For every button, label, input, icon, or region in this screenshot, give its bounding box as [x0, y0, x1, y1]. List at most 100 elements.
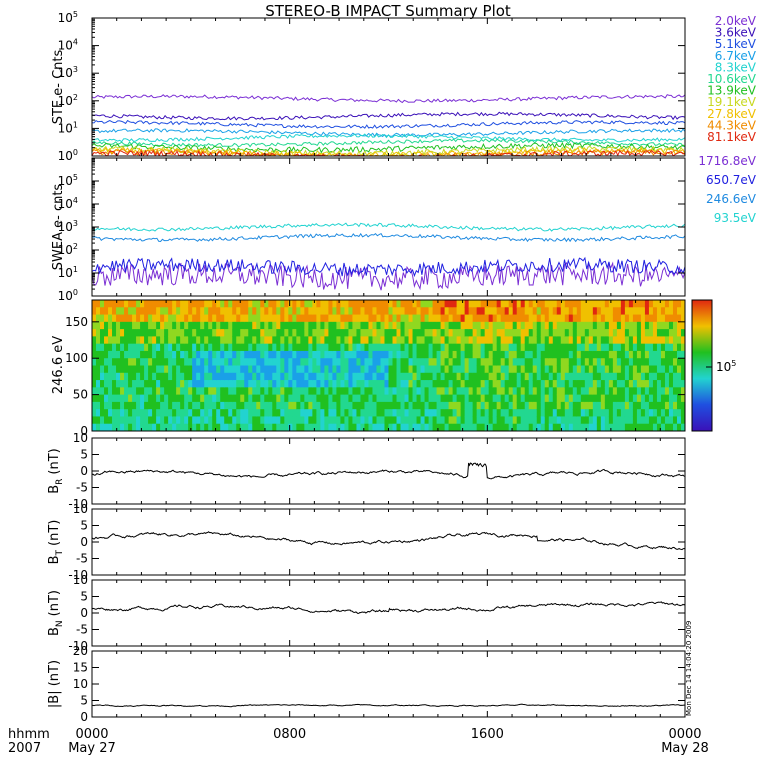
pad-heatmap-cell	[324, 358, 329, 367]
pad-heatmap-cell	[320, 401, 325, 410]
pad-heatmap-cell	[136, 365, 141, 374]
pad-heatmap-cell	[632, 350, 638, 359]
pad-heatmap-cell	[628, 358, 634, 367]
pad-heatmap-cell	[440, 314, 446, 323]
pad-heatmap-cell	[208, 358, 213, 367]
pad-heatmap-cell	[612, 372, 618, 381]
pad-heatmap-cell	[460, 307, 466, 316]
pad-heatmap-cell	[304, 300, 309, 308]
pad-heatmap-cell	[204, 321, 209, 330]
pad-heatmap-cell	[420, 358, 426, 367]
pad-heatmap-cell	[416, 350, 422, 359]
pad-heatmap-cell	[196, 358, 201, 367]
pad-heatmap-cell	[332, 423, 338, 431]
pad-heatmap-cell	[224, 380, 229, 388]
pad-heatmap-cell	[408, 321, 414, 330]
pad-heatmap-cell	[432, 387, 438, 396]
pad-heatmap-cell	[652, 329, 658, 337]
pad-heatmap-cell	[360, 423, 366, 431]
pad-heatmap-cell	[368, 416, 374, 425]
pad-heatmap-cell	[560, 300, 566, 308]
pad-heatmap-cell	[220, 409, 225, 418]
pad-heatmap-cell	[580, 423, 586, 431]
pad-heatmap-cell	[636, 321, 642, 330]
pad-heatmap-cell	[540, 314, 546, 323]
pad-heatmap-cell	[176, 314, 181, 323]
pad-heatmap-cell	[520, 372, 526, 381]
pad-heatmap-cell	[428, 416, 434, 425]
pad-heatmap-cell	[440, 372, 446, 381]
pad-heatmap-cell	[508, 409, 514, 418]
pad-heatmap-cell	[360, 314, 366, 323]
pad-heatmap-cell	[448, 336, 454, 345]
ste-series-line	[92, 141, 685, 154]
pad-heatmap-cell	[192, 329, 197, 337]
pad-heatmap-cell	[592, 343, 598, 352]
pad-heatmap-cell	[656, 365, 662, 374]
pad-heatmap-cell	[620, 329, 626, 337]
pad-heatmap-cell	[224, 372, 229, 381]
pad-heatmap-cell	[264, 409, 269, 418]
pad-heatmap-cell	[652, 321, 658, 330]
pad-heatmap-cell	[552, 314, 558, 323]
pad-heatmap-cell	[516, 380, 522, 388]
pad-heatmap-cell	[528, 394, 534, 403]
pad-heatmap-cell	[376, 423, 382, 431]
pad-heatmap-cell	[280, 423, 285, 431]
pad-heatmap-cell	[640, 380, 646, 388]
pad-heatmap-cell	[180, 387, 185, 396]
pad-heatmap-cell	[212, 321, 217, 330]
pad-heatmap-cell	[632, 416, 638, 425]
pad-heatmap-cell	[108, 336, 113, 345]
pad-heatmap-cell	[232, 416, 237, 425]
pad-heatmap-cell	[568, 387, 574, 396]
pad-heatmap-cell	[456, 394, 462, 403]
pad-heatmap-cell	[480, 329, 486, 337]
pad-heatmap-cell	[280, 394, 285, 403]
pad-heatmap-cell	[360, 416, 366, 425]
pad-heatmap-cell	[412, 307, 418, 316]
pad-heatmap-cell	[596, 350, 602, 359]
pad-heatmap-cell	[404, 394, 410, 403]
pad-heatmap-cell	[436, 336, 442, 345]
pad-heatmap-cell	[128, 314, 133, 323]
pad-heatmap-cell	[628, 350, 634, 359]
pad-heatmap-cell	[676, 394, 682, 403]
pad-heatmap-cell	[472, 343, 478, 352]
pad-heatmap-cell	[528, 300, 534, 308]
pad-heatmap-cell	[212, 423, 217, 431]
pad-heatmap-cell	[376, 416, 382, 425]
pad-heatmap-cell	[648, 307, 654, 316]
pad-heatmap-cell	[292, 409, 297, 418]
pad-heatmap-cell	[512, 314, 518, 323]
pad-heatmap-cell	[200, 336, 205, 345]
pad-heatmap-cell	[276, 358, 281, 367]
pad-heatmap-cell	[500, 300, 506, 308]
pad-heatmap-cell	[548, 401, 554, 410]
pad-heatmap-cell	[448, 394, 454, 403]
pad-heatmap-cell	[168, 358, 173, 367]
pad-heatmap-cell	[292, 358, 297, 367]
pad-heatmap-cell	[476, 329, 482, 337]
pad-heatmap-cell	[360, 372, 366, 381]
pad-heatmap-cell	[592, 401, 598, 410]
pad-heatmap-cell	[468, 329, 474, 337]
pad-heatmap-cell	[672, 423, 678, 431]
pad-heatmap-cell	[404, 321, 410, 330]
pad-heatmap-cell	[280, 336, 285, 345]
pad-heatmap-cell	[396, 416, 402, 425]
pad-heatmap-cell	[376, 350, 382, 359]
pad-heatmap-cell	[564, 394, 570, 403]
pad-heatmap-cell	[504, 372, 510, 381]
pad-heatmap-cell	[508, 358, 514, 367]
pad-heatmap-cell	[108, 380, 113, 388]
pad-heatmap-cell	[108, 416, 113, 425]
pad-heatmap-cell	[164, 343, 169, 352]
pad-heatmap-cell	[184, 394, 189, 403]
pad-heatmap-cell	[488, 380, 494, 388]
pad-heatmap-cell	[368, 387, 374, 396]
pad-heatmap-cell	[560, 321, 566, 330]
pad-heatmap-cell	[388, 314, 394, 323]
